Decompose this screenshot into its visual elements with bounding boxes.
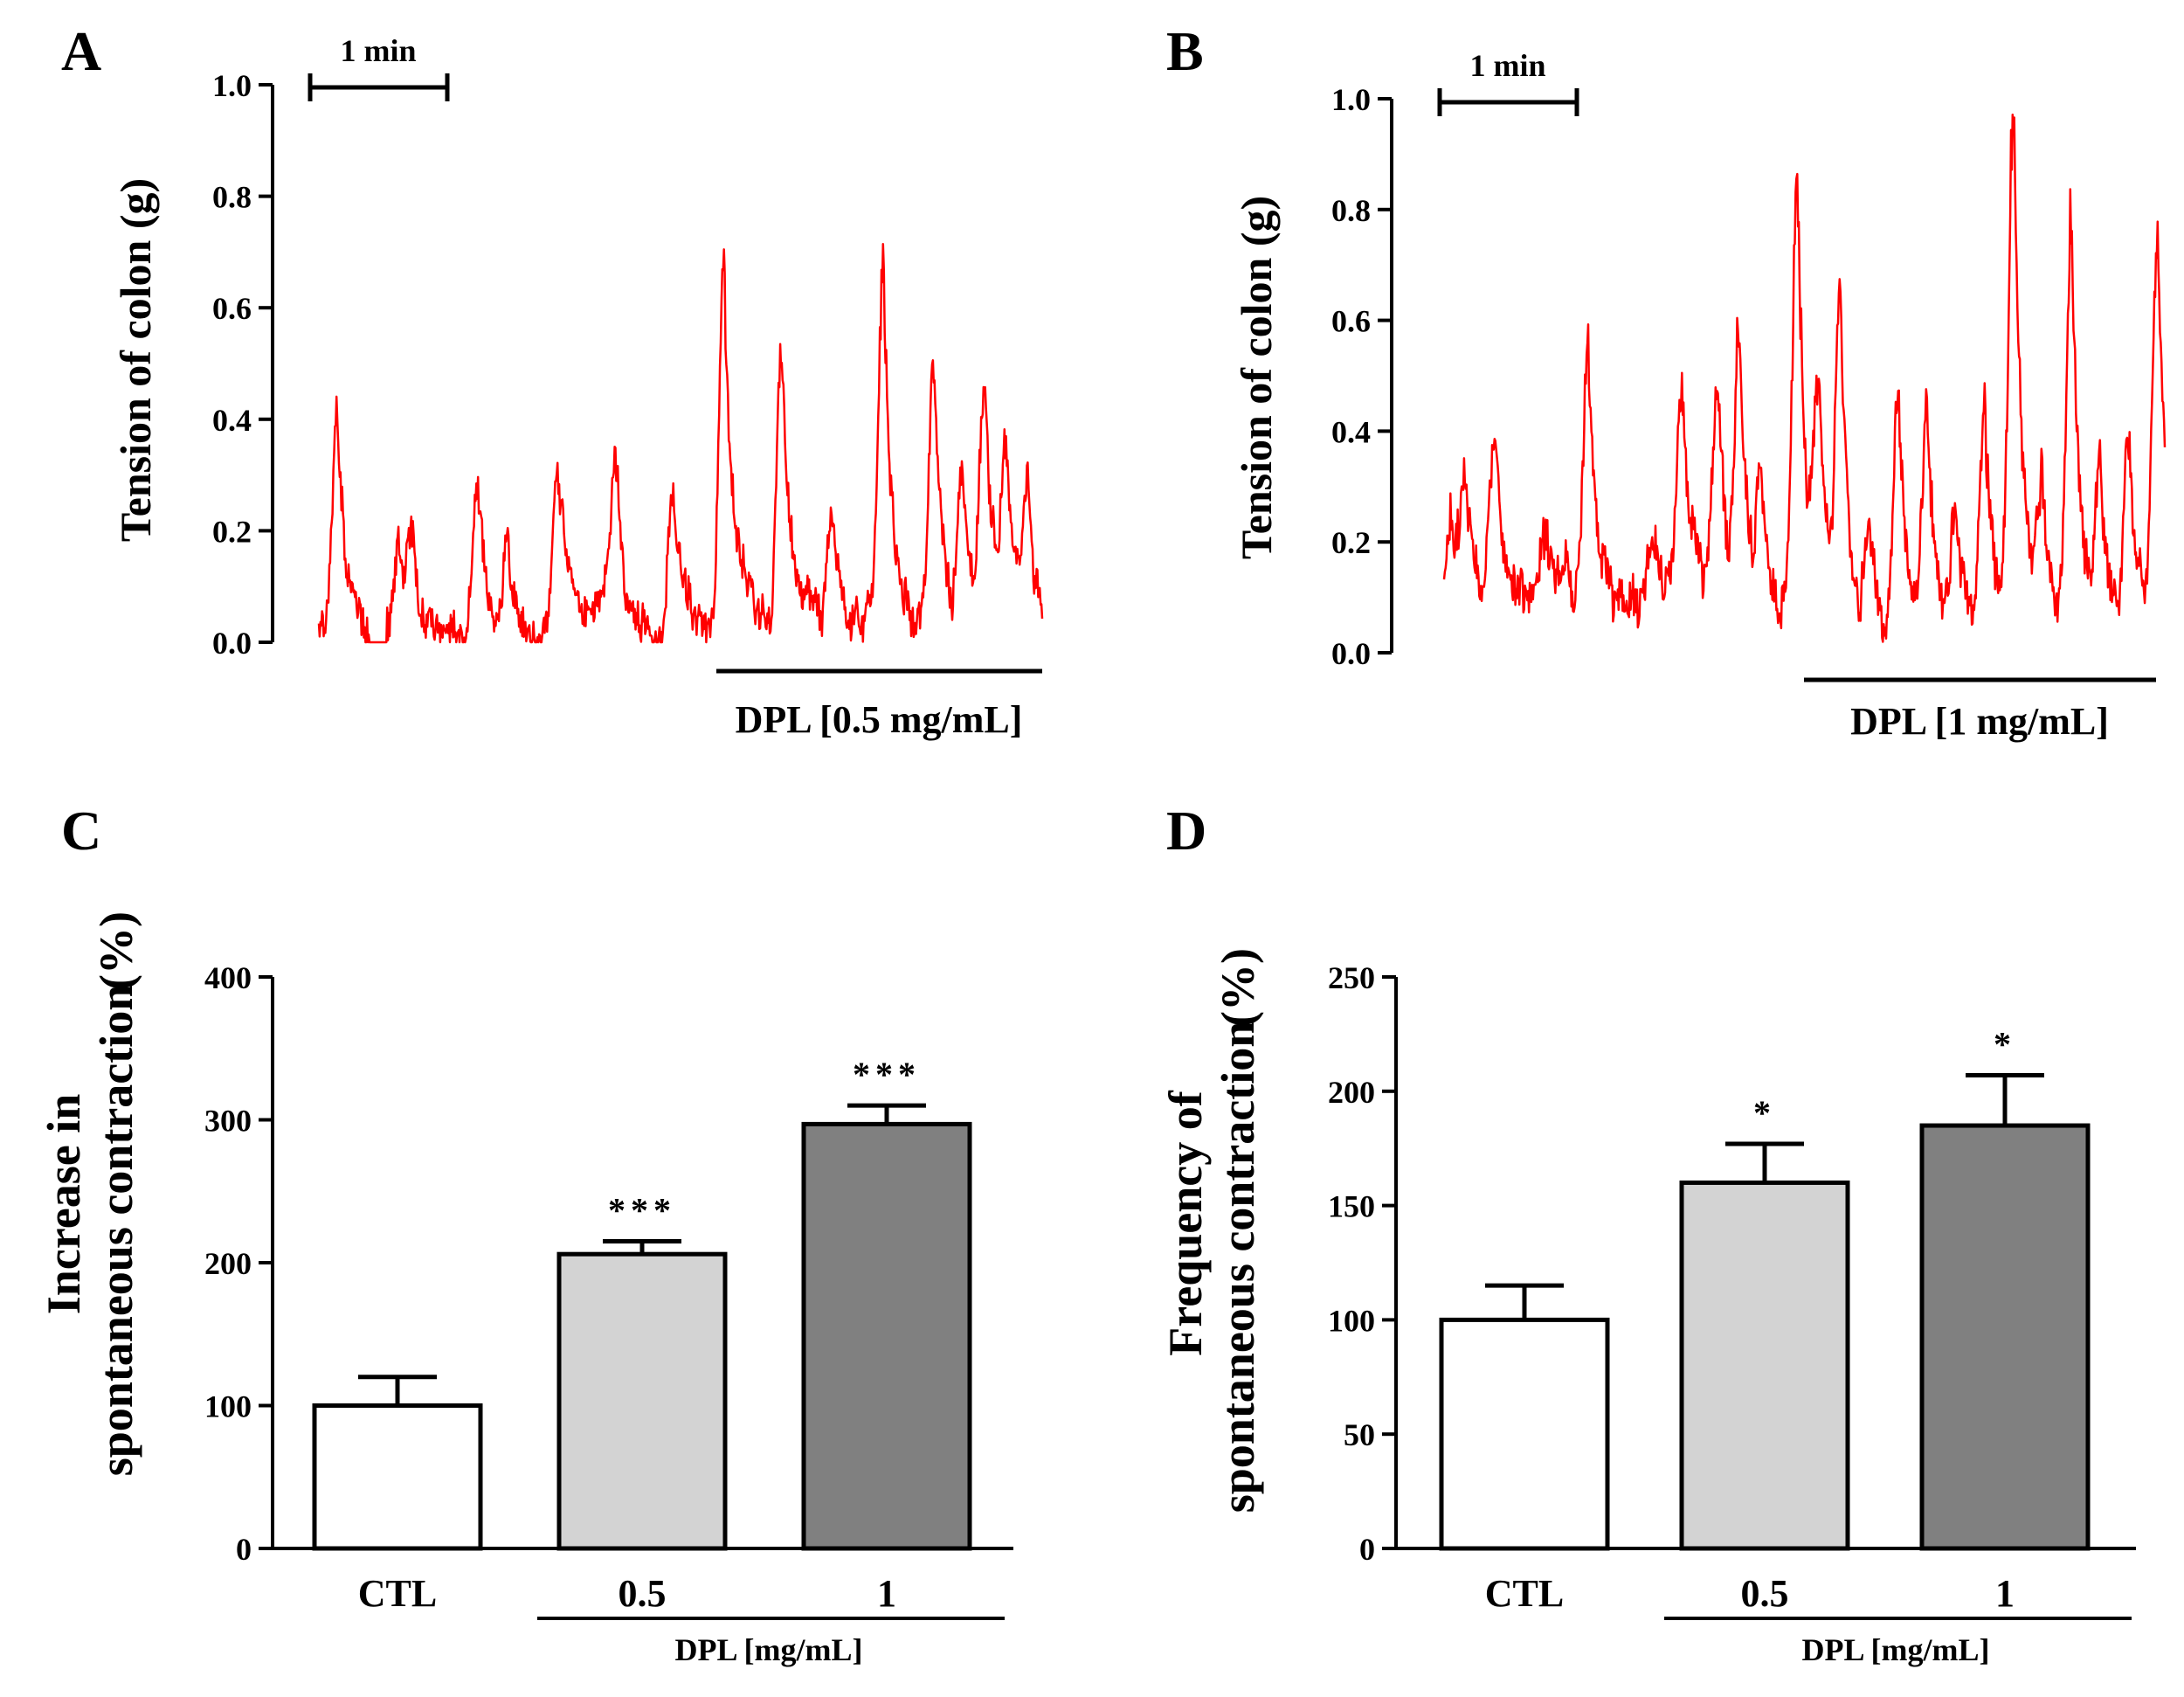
panel-c-bars: CTL 0.5 *** 1 ***: [312, 1055, 972, 1615]
panel-a: A Tension of colon (g) 0.0 0.2 0.4 0.6 0.8 1.…: [61, 20, 1044, 741]
panel-d-yticks: 0 50 100 150 200 250: [1328, 960, 1396, 1567]
ytick-label: 0.6: [1331, 304, 1371, 339]
ytick-label: 250: [1328, 960, 1375, 995]
panel-c-ylabel-line3: (%): [90, 911, 142, 990]
ytick-label: 0.6: [212, 291, 252, 326]
ytick-label: 0.2: [1331, 525, 1371, 560]
panel-c-ylabel-line1: Increase in: [38, 1094, 90, 1315]
panel-c-ylabel-line2: spontaneous contraction: [90, 985, 142, 1477]
bar-0.5: [556, 1251, 728, 1551]
panel-b-drug-label: DPL [1 mg/mL]: [1850, 700, 2109, 743]
ytick-label: 400: [204, 960, 252, 995]
panel-b-yticks: 0.0 0.2 0.4 0.6 0.8 1.0: [1331, 82, 1392, 671]
ytick-label: 0.4: [212, 403, 252, 438]
panel-a-yticks: 0.0 0.2 0.4 0.6 0.8 1.0: [212, 68, 273, 661]
panel-b: B Tension of colon (g) 0.0 0.2 0.4 0.6 0.8 1.…: [1166, 20, 2167, 743]
category-label: 1: [1995, 1572, 2015, 1615]
significance-label: *: [1753, 1093, 1776, 1132]
ytick-label: 50: [1344, 1417, 1375, 1452]
panel-d-ylabel-line2: spontaneous contraction: [1212, 1022, 1264, 1513]
category-label: 1: [877, 1572, 896, 1615]
panel-c-ylabel: Increase in spontaneous contraction (%): [38, 911, 142, 1476]
ytick-label: 0.2: [212, 514, 252, 549]
ytick-label: 0.0: [1331, 636, 1371, 671]
ytick-label: 0: [1359, 1532, 1375, 1567]
panel-b-trace: [1442, 113, 2167, 643]
ytick-label: 0.0: [212, 626, 252, 661]
ytick-label: 300: [204, 1104, 252, 1139]
panel-c-label: C: [61, 800, 101, 862]
bar-1: [1919, 1123, 2091, 1551]
panel-b-scale-bar-label: 1 min: [1469, 48, 1545, 83]
category-label: CTL: [358, 1572, 437, 1615]
ytick-label: 0.4: [1331, 414, 1371, 449]
panel-c-yticks: 0 100 200 300 400: [204, 960, 273, 1567]
ytick-label: 100: [204, 1389, 252, 1424]
panel-b-scale-bar: 1 min: [1437, 48, 1579, 116]
significance-label: ***: [608, 1190, 676, 1229]
panel-a-drug-label: DPL [0.5 mg/mL]: [736, 698, 1023, 741]
panel-d-group-label: DPL [mg/mL]: [1802, 1632, 1990, 1667]
panel-d: D Frequency of spontaneous contraction (…: [1159, 800, 2136, 1667]
panel-a-scale-bar-label: 1 min: [340, 33, 416, 68]
ytick-label: 0.8: [212, 180, 252, 215]
panel-a-label: A: [61, 20, 101, 82]
significance-label: ***: [853, 1055, 921, 1094]
bar-CTL: [312, 1403, 483, 1551]
bar-1: [801, 1121, 972, 1551]
panel-d-label: D: [1166, 800, 1206, 862]
panel-d-ylabel-line3: (%): [1212, 948, 1264, 1027]
ytick-label: 200: [1328, 1075, 1375, 1110]
panel-c-group-label: DPL [mg/mL]: [675, 1632, 863, 1667]
panel-a-ylabel: Tension of colon (g): [111, 178, 160, 542]
ytick-label: 200: [204, 1246, 252, 1281]
panel-d-bars: CTL 0.5 * 1 *: [1439, 1024, 2091, 1615]
category-label: 0.5: [1741, 1572, 1789, 1615]
ytick-label: 0: [236, 1532, 252, 1567]
panel-b-label: B: [1166, 20, 1204, 82]
panel-a-trace: [317, 243, 1044, 644]
panel-b-ylabel: Tension of colon (g): [1232, 196, 1281, 559]
panel-a-scale-bar: 1 min: [308, 33, 450, 101]
ytick-label: 1.0: [212, 68, 252, 103]
significance-label: *: [1994, 1024, 2016, 1063]
bar-0.5: [1679, 1180, 1850, 1551]
ytick-label: 1.0: [1331, 82, 1371, 117]
category-label: CTL: [1485, 1572, 1564, 1615]
bar-CTL: [1439, 1317, 1610, 1551]
ytick-label: 0.8: [1331, 193, 1371, 228]
panel-d-ylabel-line1: Frequency of: [1159, 1090, 1212, 1355]
ytick-label: 100: [1328, 1303, 1375, 1338]
panel-c: C Increase in spontaneous contraction (%…: [38, 800, 1013, 1667]
category-label: 0.5: [619, 1572, 667, 1615]
ytick-label: 150: [1328, 1189, 1375, 1224]
panel-d-ylabel: Frequency of spontaneous contraction (%): [1159, 948, 1264, 1513]
